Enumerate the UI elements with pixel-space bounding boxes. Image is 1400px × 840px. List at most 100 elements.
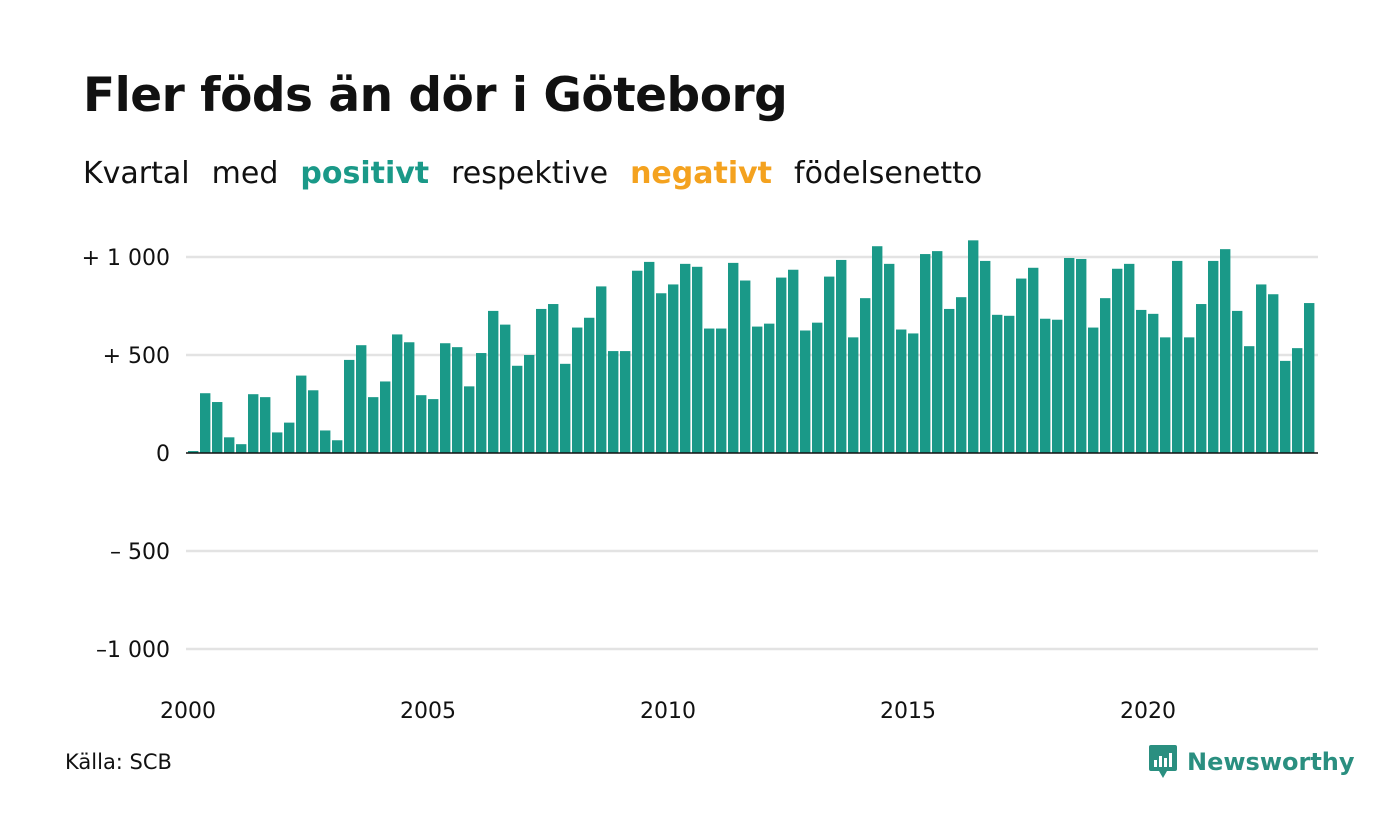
bar — [1064, 257, 1075, 453]
bar — [524, 355, 535, 453]
bar — [1028, 267, 1039, 453]
bar — [476, 353, 487, 453]
bar — [1304, 303, 1315, 453]
bar — [272, 432, 283, 453]
bar — [536, 308, 547, 453]
bar — [968, 240, 979, 453]
bar-chart: + 1 000 + 500 0 – 500 –1 000 2000 2005 2010 2015… — [82, 240, 1318, 724]
bar — [1280, 360, 1291, 453]
bar — [812, 322, 823, 453]
bar — [464, 386, 475, 453]
bar — [596, 286, 607, 453]
bar — [1208, 260, 1219, 453]
bar — [404, 342, 415, 453]
bar — [1004, 315, 1015, 453]
bar — [860, 298, 871, 453]
bar — [680, 263, 691, 453]
bar — [1052, 319, 1063, 453]
bar — [392, 334, 403, 453]
bar — [944, 308, 955, 453]
bar — [1148, 313, 1159, 453]
bar — [788, 269, 799, 453]
bar — [1244, 346, 1255, 453]
bar — [284, 422, 295, 453]
bar — [224, 437, 235, 453]
bar — [620, 351, 631, 453]
bar — [200, 393, 211, 453]
bar — [260, 397, 271, 453]
source-label: Källa: SCB — [65, 750, 172, 774]
bar — [776, 277, 787, 453]
bar — [332, 440, 343, 453]
bar — [740, 280, 751, 453]
x-tick-label: 2015 — [880, 699, 936, 724]
legend-negative-label: negativt — [630, 156, 773, 191]
bar — [932, 251, 943, 453]
bar — [248, 394, 259, 453]
bar — [716, 328, 727, 453]
bar — [632, 270, 643, 453]
bar — [1196, 304, 1207, 453]
bar — [764, 323, 775, 453]
bar — [584, 317, 595, 453]
bar — [956, 297, 967, 453]
bar — [368, 397, 379, 453]
bar — [1160, 337, 1171, 453]
y-tick-label: + 500 — [103, 344, 170, 369]
logo-text: Newsworthy — [1187, 748, 1355, 776]
bar — [884, 263, 895, 453]
bar — [1100, 298, 1111, 453]
bar — [1268, 294, 1279, 453]
x-tick-label: 2000 — [160, 699, 216, 724]
bar — [800, 330, 811, 453]
bar — [512, 365, 523, 453]
bar — [500, 324, 511, 453]
bar — [236, 444, 247, 453]
subtitle-text-kvartal: Kvartal — [83, 156, 190, 191]
bar — [188, 451, 199, 453]
bar — [644, 261, 655, 453]
bar — [908, 333, 919, 453]
bar — [1112, 268, 1123, 453]
x-tick-label: 2005 — [400, 699, 456, 724]
bar — [344, 359, 355, 453]
legend-positive-label: positivt — [300, 156, 430, 191]
bar — [1256, 284, 1267, 453]
bar — [560, 363, 571, 453]
bar — [1124, 263, 1135, 453]
subtitle-text-med: med — [211, 156, 279, 191]
x-tick-label: 2010 — [640, 699, 696, 724]
bar — [356, 345, 367, 453]
bar — [428, 399, 439, 453]
bar — [836, 259, 847, 453]
y-tick-label: –1 000 — [96, 638, 170, 663]
bar — [416, 395, 427, 453]
bar — [848, 337, 859, 453]
bar — [824, 276, 835, 453]
bar — [1040, 318, 1051, 453]
bar — [320, 430, 331, 453]
bar — [1292, 348, 1303, 453]
newsworthy-logo-icon — [1149, 745, 1177, 778]
bar — [872, 246, 883, 453]
chart-title: Fler föds än dör i Göteborg — [83, 68, 788, 123]
bar — [668, 284, 679, 453]
bar — [608, 351, 619, 453]
y-tick-label: 0 — [156, 442, 170, 467]
subtitle-text-respektive: respektive — [451, 156, 609, 191]
bar — [1088, 327, 1099, 453]
bar — [452, 347, 463, 453]
bar — [1184, 337, 1195, 453]
bar — [980, 260, 991, 453]
bar — [212, 402, 223, 453]
bar — [308, 390, 319, 453]
bar — [1172, 260, 1183, 453]
subtitle-text-fodelsenetto: födelsenetto — [794, 156, 983, 191]
bar — [296, 375, 307, 453]
bar — [896, 329, 907, 453]
bar — [1136, 309, 1147, 453]
bar — [1016, 278, 1027, 453]
bar — [488, 310, 499, 453]
bar — [1220, 249, 1231, 453]
bar — [704, 328, 715, 453]
